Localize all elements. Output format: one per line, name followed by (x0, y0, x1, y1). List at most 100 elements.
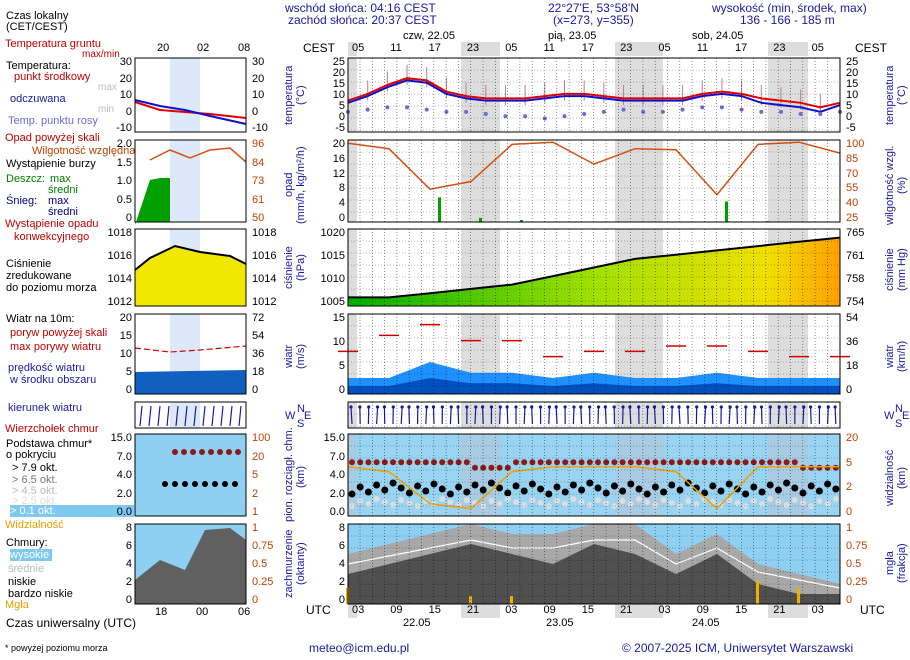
wind-arrowhead (375, 405, 380, 409)
night-band (615, 42, 663, 56)
mini-cloud-base-dot (172, 481, 178, 487)
night-band (461, 42, 500, 56)
cloud-top-dot (562, 459, 569, 466)
clouds-low-label: niskie (8, 576, 37, 588)
dewpoint-dot (719, 105, 724, 110)
hour-label-top: 17 (735, 42, 748, 54)
cloud-top-dot (545, 459, 552, 466)
mini-cloud-top-dot (172, 449, 178, 455)
dewpoint-dot (818, 112, 823, 117)
rain-max-label: max (50, 173, 71, 185)
cloud-base-dot (643, 490, 651, 498)
mini-frame (134, 401, 247, 429)
cloud-base-dot-light (742, 503, 749, 509)
mini-cloud-top-dot (217, 449, 223, 455)
mini-wind-arrow (184, 405, 188, 427)
precip-mini-tick-left: 0.5 (116, 193, 132, 206)
cloud-base-dot-light (685, 498, 692, 504)
pressure-tick-right: 758 (846, 273, 865, 285)
pressure-mini-tick-left: 1018 (107, 227, 132, 239)
pressure-mini-tick-right: 1014 (252, 273, 277, 285)
cloud-base-dot-light (660, 497, 667, 503)
wind-arrowhead (670, 405, 674, 409)
temp-mini-tick-right: 20 (252, 72, 265, 85)
cloudbase-tick-right: 2 (846, 481, 853, 494)
dewpoint-dot (483, 112, 488, 117)
wind-arrowhead (612, 405, 616, 409)
cloud-base-dot-light (373, 496, 380, 502)
cloud-top-dot (668, 459, 675, 466)
mini-frame (134, 139, 247, 223)
mini-frame (134, 57, 247, 133)
cloud-top-dot (603, 459, 610, 466)
pressure-axis-label: ciśnienie (hPa) (283, 246, 307, 290)
cloudbase-mini-tick-right: 100 (252, 432, 271, 444)
panel-bg (348, 140, 840, 222)
mini-night-band (170, 58, 200, 132)
hour-label-top: 11 (696, 42, 709, 54)
cloud-base-dot-light (570, 496, 577, 502)
cover-25: > 2.5 okt. (12, 495, 58, 507)
wind-tick-left: 5 (338, 360, 345, 372)
cloud-top-dot (488, 464, 495, 471)
mini-cloud-base-dot (182, 481, 188, 487)
cloud-top-dot (422, 459, 429, 466)
cloud-cover-label: o pokryciu (6, 449, 57, 461)
wind-arrow (506, 406, 509, 425)
snow-label: Śnieg: (6, 195, 38, 207)
cover-79: > 7.9 okt. (12, 462, 58, 474)
cloud-base-bg (348, 434, 840, 516)
wind-arrow (653, 406, 656, 425)
cloudbase-mini-tick-left: 4.0 (116, 469, 132, 481)
cloud-top-dot (537, 459, 544, 466)
temp-tick-left: 20 (332, 67, 345, 79)
wind-tick-right: 18 (846, 360, 859, 372)
sunset-text: zachód słońca: 20:37 CEST (288, 13, 437, 27)
temp-tick-left: -5 (335, 122, 345, 134)
hour-label-bottom: 03 (811, 604, 824, 616)
temp-tick-right: 0 (846, 111, 853, 123)
cloudbase-tick-right: 20 (846, 432, 859, 444)
local-tick: 02 (197, 42, 210, 54)
wind-arrowhead (382, 405, 386, 409)
wind-arrow (834, 406, 837, 425)
mini-cloud-base-dot (192, 481, 198, 487)
cloud-top-dot (644, 459, 651, 466)
hour-label-bottom: 09 (696, 604, 709, 616)
temp-tick-right: 10 (846, 89, 859, 101)
cloud-base-dot (660, 488, 668, 496)
clouds-tick-left: 6 (338, 540, 345, 552)
cloudbase-mini-tick-right: 1 (252, 506, 259, 518)
cloud-top-dot (373, 459, 380, 466)
wind-arrow (425, 406, 428, 425)
cloud-base-dot (799, 489, 807, 497)
cloud-base-dot (594, 484, 602, 492)
precip-mini-tick-left: 1.5 (116, 156, 132, 169)
local-tick: 08 (238, 42, 251, 54)
cloud-top-dot (357, 459, 364, 466)
wind-arrowhead (425, 405, 429, 409)
cloud-base-dot (537, 485, 545, 493)
precip-mini-tick-right: 73 (252, 175, 265, 187)
cloud-top-dot (554, 459, 560, 466)
dewpoint-dot (641, 109, 646, 114)
mini-night-band (170, 140, 200, 222)
cloud-base-dot (512, 482, 520, 490)
mini-wind-arrow (220, 405, 224, 427)
cloud-top-dot (775, 459, 782, 466)
cloud-base-dot (750, 483, 758, 491)
cloud-top-dot (619, 459, 626, 466)
dewpoint-dot (464, 109, 469, 114)
contact-email-link[interactable]: meteo@icm.edu.pl (309, 641, 410, 655)
hour-label-top: 05 (811, 42, 824, 54)
wind-arrowhead (579, 405, 583, 409)
day-label: czw, 22.05 (403, 30, 455, 42)
wind-arrow (785, 406, 788, 425)
cloud-top-dot (414, 459, 421, 466)
cloud-base-dot-light (816, 498, 823, 504)
cloud-top-dot (759, 459, 765, 466)
hour-label-bottom: 21 (620, 604, 633, 616)
precip-tick-right: 25 (846, 212, 859, 224)
cloud-base-dot (815, 487, 823, 495)
humidity-axis-label: wilgotność wzgl. (%) (884, 145, 908, 225)
